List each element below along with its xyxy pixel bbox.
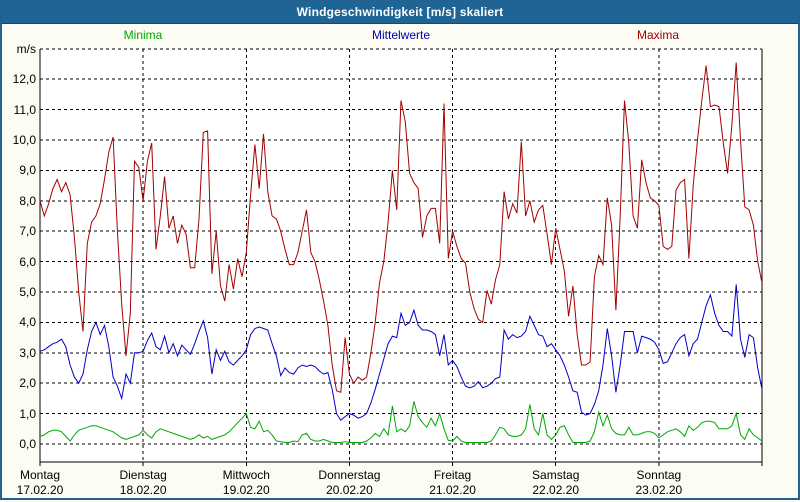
series-minima <box>39 401 763 443</box>
window-titlebar: Windgeschwindigkeit [m/s] skaliert <box>2 2 798 24</box>
y-tick-label: 10,0 <box>12 133 36 147</box>
y-tick-label: 1,0 <box>19 406 36 421</box>
x-day-date: 21.02.20 <box>429 483 476 497</box>
y-tick-label: 0,0 <box>19 437 36 451</box>
y-tick-label: 4,0 <box>19 315 36 330</box>
x-day-name: Mittwoch <box>222 468 270 482</box>
series-maxima <box>39 62 763 393</box>
x-day-name: Sonntag <box>636 468 682 482</box>
x-day-name: Donnerstag <box>318 468 381 482</box>
x-day-date: 18.02.20 <box>119 483 167 497</box>
x-day-date: 17.02.20 <box>16 483 64 497</box>
legend-maxima: Maxima <box>636 28 680 42</box>
y-tick-label: 3,0 <box>19 345 36 360</box>
x-day-date: 19.02.20 <box>222 483 270 497</box>
y-tick-label: 8,0 <box>19 193 36 208</box>
window-title: Windgeschwindigkeit [m/s] skaliert <box>296 5 504 19</box>
x-day-date: 20.02.20 <box>326 483 373 497</box>
x-day-date: 23.02.20 <box>635 483 683 497</box>
y-tick-label: 11,0 <box>13 102 36 117</box>
legend-minima: Minima <box>123 28 163 42</box>
y-tick-label: 5,0 <box>19 285 36 299</box>
y-tick-label: 7,0 <box>19 224 36 239</box>
legend-mittelwerte: Mittelwerte <box>371 28 431 42</box>
y-tick-label: 6,0 <box>19 254 36 269</box>
y-tick-label: 12,0 <box>12 72 36 87</box>
x-day-name: Freitag <box>433 468 472 482</box>
x-day-name: Samstag <box>532 468 580 482</box>
y-tick-label: 9,0 <box>19 163 36 178</box>
x-day-name: Dienstag <box>119 468 167 482</box>
plot-area <box>40 48 762 463</box>
y-axis-unit-label: m/s <box>16 41 36 56</box>
x-day-name: Montag <box>19 468 61 482</box>
x-day-date: 22.02.20 <box>532 483 580 497</box>
series-mittelwerte <box>39 284 763 422</box>
y-tick-label: 2,0 <box>19 376 36 391</box>
